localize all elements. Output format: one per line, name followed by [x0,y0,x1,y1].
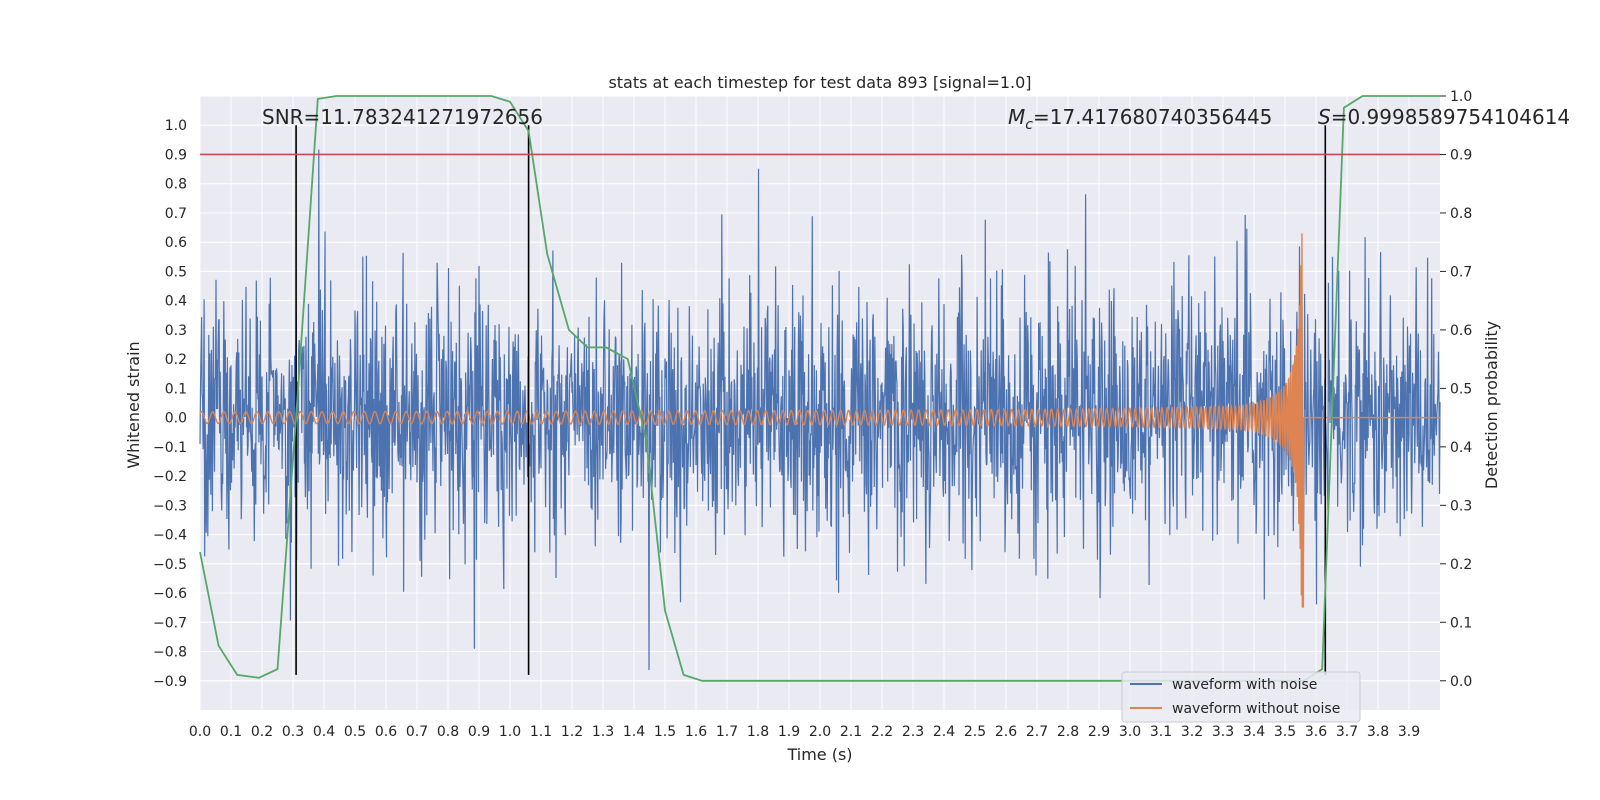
x-tick-labels: 0.0 0.1 0.2 0.3 0.4 0.5 0.6 0.7 0.8 0.9 1.0 1.1 1.2 1… [189,724,1420,740]
y-tick-label: 0.9 [165,147,187,163]
y-tick-labels: 1.0 0.9 0.8 0.7 0.6 0.5 0.4 0.3 0.2 0.1 0.0 −0.1 −0.… [153,118,187,690]
x-tick-label: 3.5 [1274,724,1296,740]
y2-tick-labels: 1.0 0.9 0.8 0.7 0.6 0.5 0.4 0.3 0.2 0.1 0.0 [1440,89,1472,690]
x-tick-label: 2.2 [871,724,893,740]
x-tick-label: 3.9 [1398,724,1420,740]
x-tick-label: 2.0 [809,724,831,740]
y-tick-label: 0.5 [165,264,187,280]
x-tick-label: 1.7 [716,724,738,740]
y-tick-label: −0.2 [153,469,187,485]
x-tick-label: 1.0 [499,724,521,740]
legend-label-clean: waveform without noise [1172,701,1340,717]
x-tick-label: 2.7 [1026,724,1048,740]
y-tick-label: 0.8 [165,177,187,193]
series-waveform-without-noise [199,233,1440,608]
chart-title: stats at each timestep for test data 893… [608,73,1031,92]
chirp-mass-subscript: c [1025,117,1033,133]
x-tick-label: 0.9 [468,724,490,740]
y-tick-label: −0.9 [153,674,187,690]
y-tick-label: 0.6 [165,235,187,251]
y-tick-label: 0.3 [165,323,187,339]
x-tick-label: 3.2 [1181,724,1203,740]
y2-tick-label: 0.9 [1450,147,1472,163]
y-tick-label: −0.4 [153,528,187,544]
y2-tick-label: 0.4 [1450,440,1472,456]
x-tick-label: 2.6 [995,724,1017,740]
x-tick-label: 3.7 [1336,724,1358,740]
x-tick-label: 1.4 [623,724,645,740]
x-tick-label: 1.5 [654,724,676,740]
x-tick-label: 0.1 [220,724,242,740]
score-value: =0.9998589754104614 [1331,105,1570,129]
y2-tick-label: 0.1 [1450,615,1472,631]
x-tick-label: 1.1 [530,724,552,740]
x-tick-label: 2.3 [902,724,924,740]
x-tick-label: 0.0 [189,724,211,740]
x-tick-label: 0.5 [344,724,366,740]
score-symbol: S [1318,105,1331,129]
y-tick-label: 0.0 [165,411,187,427]
x-tick-label: 2.1 [840,724,862,740]
y2-axis-label: Detection probability [1482,321,1501,489]
chirp-mass-value: =17.417680740356445 [1033,105,1272,129]
score-annotation: S=0.9998589754104614 [1318,105,1570,129]
y-tick-label: 0.7 [165,206,187,222]
y-tick-label: −0.8 [153,645,187,661]
y-tick-label: 0.4 [165,294,187,310]
snr-annotation: SNR=11.783241271972656 [262,105,543,129]
x-tick-label: 2.9 [1088,724,1110,740]
y2-tick-label: 0.8 [1450,206,1472,222]
x-tick-label: 1.8 [747,724,769,740]
y-tick-label: −0.6 [153,586,187,602]
x-tick-label: 1.3 [592,724,614,740]
chirp-mass-symbol: M [1008,105,1025,129]
y-tick-label: 1.0 [165,118,187,134]
y-tick-label: −0.7 [153,615,187,631]
noise-waveform-line [199,149,1441,671]
x-tick-label: 1.2 [561,724,583,740]
x-tick-label: 0.7 [406,724,428,740]
legend-box [1121,671,1361,723]
x-tick-label: 0.2 [251,724,273,740]
y-tick-label: −0.5 [153,557,187,573]
x-tick-label: 3.4 [1243,724,1265,740]
y-tick-label: −0.3 [153,498,187,514]
legend-label-noise: waveform with noise [1172,677,1317,693]
y2-tick-label: 0.3 [1450,498,1472,514]
legend: waveform with noise waveform without noi… [1121,671,1361,723]
y2-tick-label: 0.2 [1450,557,1472,573]
y-tick-label: −0.1 [153,440,187,456]
x-tick-label: 3.3 [1212,724,1234,740]
y-axis-label: Whitened strain [124,341,143,468]
x-tick-label: 2.8 [1057,724,1079,740]
y-tick-label: 0.1 [165,381,187,397]
x-tick-label: 3.0 [1119,724,1141,740]
x-tick-label: 2.5 [964,724,986,740]
x-tick-label: 1.6 [685,724,707,740]
x-tick-label: 3.1 [1150,724,1172,740]
x-tick-label: 3.8 [1367,724,1389,740]
x-tick-label: 0.3 [282,724,304,740]
y2-tick-label: 0.6 [1450,323,1472,339]
y2-tick-label: 0.0 [1450,674,1472,690]
y-tick-label: 0.2 [165,352,187,368]
x-tick-label: 0.6 [375,724,397,740]
x-axis-label: Time (s) [786,745,852,764]
chirp-mass-annotation: Mc=17.417680740356445 [1008,105,1272,133]
series-waveform-with-noise [199,149,1441,671]
y2-tick-label: 1.0 [1450,89,1472,105]
x-tick-label: 2.4 [933,724,955,740]
x-tick-label: 3.6 [1305,724,1327,740]
x-tick-label: 1.9 [778,724,800,740]
y2-tick-label: 0.7 [1450,264,1472,280]
clean-waveform-line [199,233,1440,608]
x-tick-label: 0.4 [313,724,335,740]
x-tick-label: 0.8 [437,724,459,740]
y2-tick-label: 0.5 [1450,381,1472,397]
